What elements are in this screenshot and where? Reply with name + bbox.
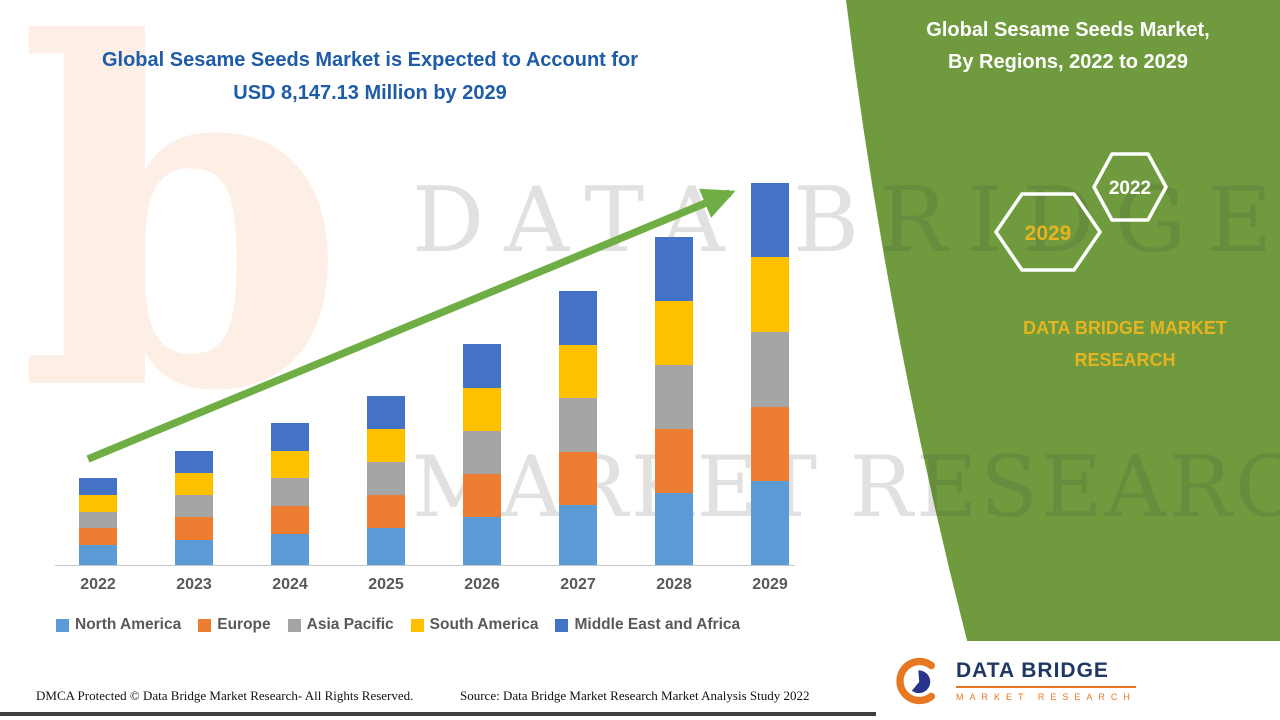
- logo-text-block: DATA BRIDGE MARKET RESEARCH: [956, 659, 1136, 702]
- bar-segment-europe: [655, 428, 693, 493]
- x-axis-label: 2026: [464, 576, 500, 593]
- bar-segment-europe: [751, 406, 789, 482]
- legend-item: Europe: [198, 616, 271, 634]
- panel-brand-line1: DATA BRIDGE MARKET: [1023, 318, 1227, 338]
- legend-swatch-icon: [555, 618, 569, 632]
- x-axis-label: 2027: [560, 576, 596, 593]
- bar-segment-middle-east-and-africa: [463, 344, 501, 388]
- bar-segment-north-america: [271, 533, 309, 565]
- bar-segment-middle-east-and-africa: [559, 291, 597, 345]
- x-axis-label: 2028: [656, 576, 692, 593]
- x-axis-label: 2025: [368, 576, 404, 593]
- panel-title: Global Sesame Seeds Market, By Regions, …: [868, 14, 1268, 78]
- chart-title-line1: Global Sesame Seeds Market is Expected t…: [101, 49, 639, 71]
- databridge-logo-icon: [896, 657, 936, 704]
- legend-label: Asia Pacific: [306, 616, 394, 633]
- bar-segment-south-america: [463, 387, 501, 431]
- dmca-notice: DMCA Protected © Data Bridge Market Rese…: [36, 688, 414, 703]
- bar-segment-europe: [175, 517, 213, 540]
- panel-brand-line2: RESEARCH: [1074, 350, 1176, 371]
- logo-name: DATA BRIDGE: [956, 659, 1136, 688]
- bar-segment-europe: [559, 451, 597, 505]
- bar-segment-middle-east-and-africa: [175, 451, 213, 474]
- logo-subtitle: MARKET RESEARCH: [956, 692, 1136, 702]
- bar-segment-middle-east-and-africa: [271, 422, 309, 451]
- bar-segment-north-america: [175, 539, 213, 565]
- bar-segment-europe: [79, 528, 117, 546]
- legend-swatch-icon: [198, 618, 212, 632]
- green-panel-shape: [846, 0, 1280, 720]
- legend-label: South America: [429, 616, 539, 633]
- bar-segment-asia-pacific: [175, 495, 213, 518]
- databridge-logo: DATA BRIDGE MARKET RESEARCH: [894, 655, 1136, 707]
- bar-segment-south-america: [559, 344, 597, 399]
- panel-brand-text: DATA BRIDGE MARKET RESEARCH: [958, 312, 1280, 377]
- bar-segment-asia-pacific: [751, 331, 789, 407]
- stacked-bar-chart: 2022 2023 2024 2025 2026 2027 2028 2029: [55, 183, 795, 593]
- bar-segment-asia-pacific: [463, 430, 501, 474]
- legend-swatch-icon: [56, 618, 69, 632]
- bar-segment-europe: [367, 494, 405, 528]
- x-axis-label: 2022: [80, 576, 116, 593]
- legend-item: Middle East and Africa: [555, 616, 740, 634]
- chart-title-line2: USD 8,147.13 Million by 2029: [233, 82, 507, 104]
- bar-segment-south-america: [655, 300, 693, 365]
- chart-legend: North America Europe Asia Pacific South Ame…: [56, 616, 740, 634]
- legend-label: Europe: [217, 616, 271, 633]
- bar-segment-south-america: [79, 494, 117, 512]
- bar-segment-asia-pacific: [559, 398, 597, 452]
- bar-segment-north-america: [463, 516, 501, 565]
- bar-segment-asia-pacific: [79, 511, 117, 529]
- chart-title: Global Sesame Seeds Market is Expected t…: [60, 44, 680, 110]
- bar-segment-europe: [463, 473, 501, 517]
- bar-segment-north-america: [367, 527, 405, 565]
- bar-segment-middle-east-and-africa: [751, 183, 789, 258]
- bar-segment-asia-pacific: [271, 478, 309, 506]
- panel-title-line2: By Regions, 2022 to 2029: [947, 51, 1189, 73]
- legend-label: Middle East and Africa: [574, 616, 741, 633]
- legend-swatch-icon: [287, 618, 301, 632]
- bar-segment-north-america: [655, 492, 693, 565]
- bar-segment-south-america: [367, 429, 405, 463]
- bar-segment-europe: [271, 505, 309, 534]
- legend-item: Asia Pacific: [287, 616, 394, 634]
- bar-segment-middle-east-and-africa: [655, 236, 693, 301]
- bar-segment-south-america: [271, 450, 309, 479]
- panel-title-line1: Global Sesame Seeds Market,: [926, 19, 1210, 41]
- source-note: Source: Data Bridge Market Research Mark…: [460, 688, 810, 703]
- footer-logo-area: DATA BRIDGE MARKET RESEARCH: [874, 641, 1280, 720]
- x-axis-label: 2029: [752, 576, 788, 593]
- bar-segment-middle-east-and-africa: [79, 478, 117, 495]
- footer-divider-line: [0, 712, 876, 716]
- bar-segment-north-america: [79, 545, 117, 565]
- x-axis-label: 2023: [176, 576, 212, 593]
- legend-item: North America: [56, 616, 181, 634]
- bar-segment-asia-pacific: [367, 462, 405, 495]
- bar-segment-north-america: [559, 504, 597, 565]
- legend-label: North America: [75, 616, 182, 633]
- bar-segment-asia-pacific: [655, 364, 693, 429]
- bar-segment-south-america: [751, 257, 789, 332]
- bar-segment-south-america: [175, 473, 213, 496]
- x-axis-label: 2024: [272, 576, 308, 593]
- bar-segment-north-america: [751, 481, 789, 565]
- bar-segment-middle-east-and-africa: [367, 396, 405, 430]
- legend-item: South America: [410, 616, 539, 634]
- legend-swatch-icon: [410, 618, 424, 632]
- x-axis-line: [55, 565, 795, 566]
